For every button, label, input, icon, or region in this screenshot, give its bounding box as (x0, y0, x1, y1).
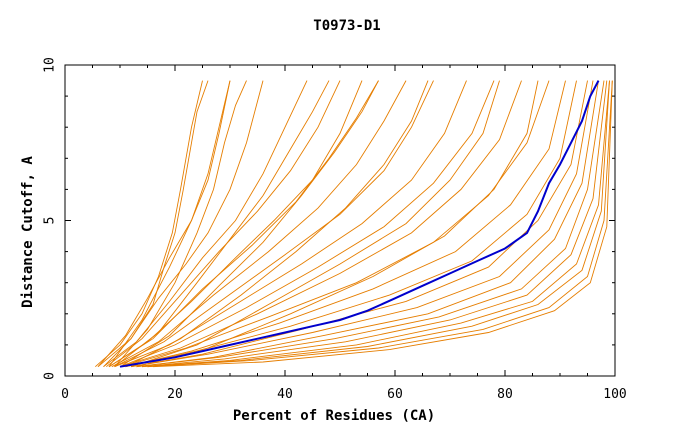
model-curve-24 (147, 80, 613, 368)
model-curve-2 (95, 80, 203, 368)
model-curve-31 (130, 80, 500, 368)
model-curve-27 (108, 80, 231, 367)
model-curve-19 (136, 80, 599, 368)
model-curve-8 (108, 80, 379, 368)
x-tick-label: 20 (167, 387, 183, 402)
model-curve-16 (125, 80, 577, 368)
y-tick-label: 0 (43, 372, 58, 380)
model-curve-26 (114, 80, 247, 367)
y-tick-label: 10 (43, 57, 58, 73)
x-tick-label: 60 (387, 387, 403, 402)
chart-title: T0973-D1 (313, 18, 380, 34)
x-tick-label: 100 (603, 387, 626, 402)
model-curve-4 (103, 80, 264, 368)
model-curve-10 (114, 80, 434, 368)
highlight-curve (119, 80, 600, 368)
y-axis-label: Distance Cutoff, A (20, 156, 36, 308)
model-curve-28 (114, 80, 330, 368)
model-curve-15 (125, 80, 566, 368)
model-curve-3 (97, 80, 231, 367)
x-tick-label: 0 (61, 387, 69, 402)
model-curve-21 (141, 80, 608, 368)
x-axis-label: Percent of Residues (CA) (233, 408, 435, 424)
model-curve-6 (106, 80, 341, 368)
model-curve-17 (130, 80, 588, 368)
model-curve-9 (111, 80, 407, 368)
model-curve-29 (119, 80, 379, 368)
model-curve-30 (125, 80, 429, 368)
model-curve-18 (130, 80, 594, 368)
model-curve-20 (136, 80, 605, 368)
y-tick-label: 5 (43, 217, 58, 225)
model-curve-25 (152, 80, 613, 368)
axes: 0 20 40 60 80 100 0 5 10 (43, 57, 627, 402)
plot-area (95, 80, 613, 368)
model-curve-13 (119, 80, 522, 368)
model-curve-23 (147, 80, 610, 368)
model-curve-22 (141, 80, 610, 368)
model-curve-1 (97, 80, 209, 368)
x-tick-label: 80 (497, 387, 513, 402)
model-curve-12 (119, 80, 495, 368)
x-tick-label: 40 (277, 387, 293, 402)
model-curve-32 (136, 80, 539, 368)
model-curve-14 (122, 80, 550, 368)
